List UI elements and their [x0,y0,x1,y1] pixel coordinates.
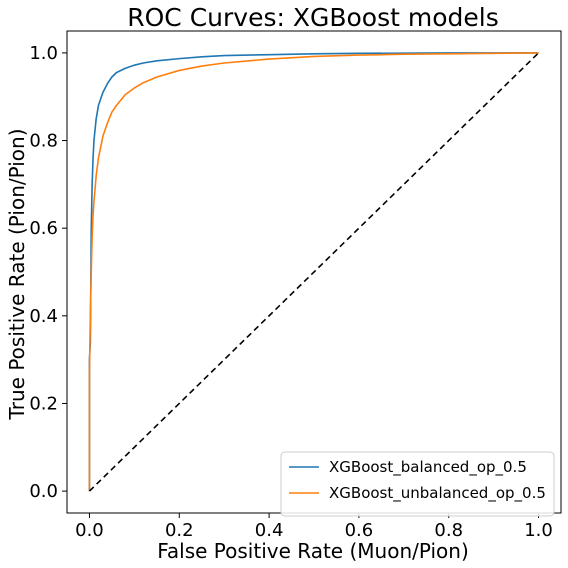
x-tick-label: 0.0 [75,520,104,541]
x-tick-label: 1.0 [524,520,553,541]
x-axis-label: False Positive Rate (Muon/Pion) [157,539,469,563]
series-line-1 [88,52,539,492]
chart-title: ROC Curves: XGBoost models [127,3,498,32]
y-tick-label: 0.4 [29,306,58,327]
y-tick-label: 0.0 [29,481,58,502]
chance-diagonal-line [88,52,540,492]
y-tick-label: 0.2 [29,393,58,414]
x-tick-label: 0.8 [434,520,463,541]
legend-label: XGBoost_unbalanced_op_0.5 [329,484,546,503]
y-tick-label: 0.6 [29,218,58,239]
legend-label: XGBoost_balanced_op_0.5 [329,458,527,477]
x-tick-label: 0.6 [345,520,374,541]
y-axis-label: True Positive Rate (Pion/Pion) [5,128,29,420]
legend: XGBoost_balanced_op_0.5 XGBoost_unbalance… [280,451,555,517]
x-tick-label: 0.4 [255,520,284,541]
y-tick-label: 0.8 [29,131,58,152]
series-line-2 [88,52,539,492]
x-tick-label: 0.2 [165,520,194,541]
legend-box [280,451,555,517]
y-tick-label: 1.0 [29,43,58,64]
